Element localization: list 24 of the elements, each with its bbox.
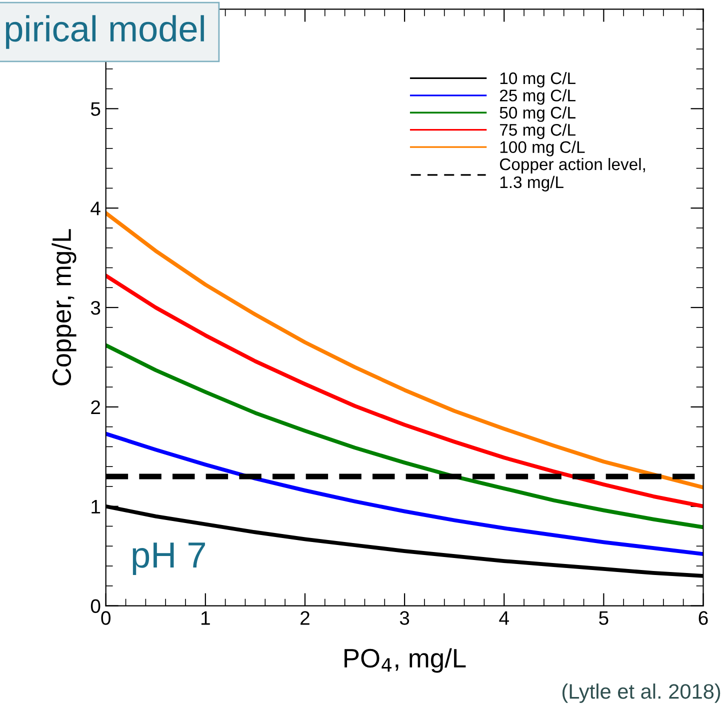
- y-axis-title: Copper, mg/L: [52, 229, 76, 386]
- legend-label: 100 mg C/L: [500, 140, 585, 156]
- x-tick-label: 5: [599, 611, 608, 625]
- y-tick-label: 4: [90, 202, 100, 216]
- x-tick-label: 1: [201, 611, 210, 625]
- x-tick-label: 0: [101, 611, 110, 625]
- annotation: pirical model: [6, 15, 204, 49]
- legend-label: Copper action level, 1.3 mg/L: [500, 158, 645, 192]
- legend-label: 10 mg C/L: [500, 72, 576, 88]
- x-tick-label: 4: [499, 611, 509, 625]
- y-tick-label: 2: [91, 400, 100, 414]
- x-tick-label: 6: [698, 611, 708, 625]
- legend-label: 25 mg C/L: [500, 89, 576, 105]
- annotation: pH 7: [132, 542, 205, 575]
- x-axis-title: PO$_{4}$, mg/L: [344, 648, 466, 673]
- y-tick-label: 3: [90, 300, 100, 315]
- legend-label: 50 mg C/L: [500, 106, 576, 122]
- y-tick-label: 0: [90, 599, 100, 614]
- text: (Lytle et al. 2018): [562, 684, 720, 703]
- legend-label: 75 mg C/L: [500, 124, 576, 140]
- y-tick-label: 1: [92, 500, 100, 514]
- y-tick-label: 5: [90, 102, 100, 116]
- x-tick-label: 3: [400, 611, 410, 625]
- x-tick-label: 2: [300, 611, 310, 625]
